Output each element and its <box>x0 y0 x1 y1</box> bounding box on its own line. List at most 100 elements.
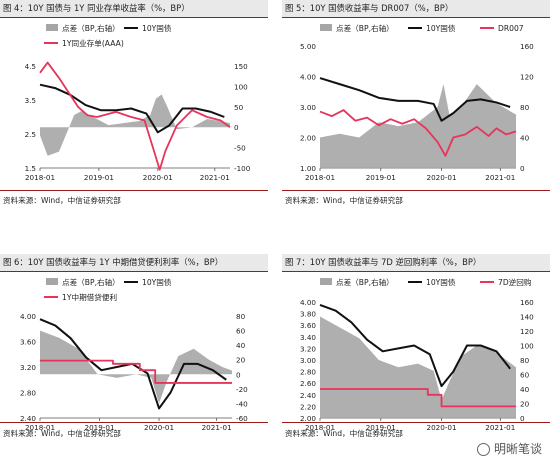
x-tick-label: 2020-01 <box>144 423 174 432</box>
y-tick-label-left: 5.00 <box>300 42 316 51</box>
y-tick-label-right: 80 <box>520 356 530 365</box>
y-tick-label-left: 2.00 <box>300 134 316 143</box>
legend-label: 10Y国债 <box>426 23 456 33</box>
x-tick-label: 2020-01 <box>143 173 173 182</box>
legend-swatch <box>320 278 332 285</box>
legend-label: 点差（BP,右轴） <box>62 23 120 33</box>
x-tick-label: 2018-01 <box>25 173 55 182</box>
y-tick-label-right: 20 <box>520 400 530 409</box>
chart-title: 图 4：10Y 国债与 1Y 同业存单收益率（%，BP） <box>0 0 268 17</box>
legend-label: 点差（BP,右轴） <box>336 277 394 287</box>
source-divider <box>0 422 268 423</box>
y-tick-label-right: 100 <box>520 342 534 351</box>
y-tick-label-right: 160 <box>520 42 534 51</box>
y-tick-label-left: 2.40 <box>20 414 36 423</box>
y-tick-label-left: 2.80 <box>300 368 316 377</box>
y-tick-label-left: 3.40 <box>300 333 316 342</box>
y-tick-label-right: -20 <box>236 385 248 394</box>
chart-panel-3: 图 6：10Y 国债收益率与 1Y 中期借贷便利利率（%，BP） 点差（BP,右… <box>0 254 268 462</box>
y-tick-label-right: 80 <box>520 103 530 112</box>
y-tick-label-right: 60 <box>236 327 246 336</box>
y-tick-label-right: 100 <box>234 82 248 91</box>
legend-label: 点差（BP,右轴） <box>336 23 394 33</box>
y-tick-label-left: 4.5 <box>25 62 36 71</box>
x-tick-label: 2018-01 <box>25 423 55 432</box>
series-10y-line <box>39 83 225 134</box>
legend-label: 10Y国债 <box>142 23 172 33</box>
series-10y-line <box>319 303 511 388</box>
title-divider <box>282 17 550 19</box>
title-divider <box>0 271 268 273</box>
x-tick-label: 2019-01 <box>366 173 396 182</box>
chart-title: 图 5：10Y 国债收益率与 DR007（%，BP） <box>282 0 550 17</box>
y-tick-label-left: 3.20 <box>300 344 316 353</box>
y-tick-label-left: 2.00 <box>300 414 316 423</box>
y-tick-label-right: 40 <box>520 134 530 143</box>
x-tick-label: 2018-01 <box>305 423 335 432</box>
y-tick-label-left: 3.60 <box>300 321 316 330</box>
y-tick-label-left: 2.20 <box>300 402 316 411</box>
legend-label: 10Y国债 <box>142 277 172 287</box>
series-10y-line <box>319 77 511 122</box>
y-tick-label-left: 2.80 <box>20 389 36 398</box>
x-tick-label: 2019-01 <box>366 423 396 432</box>
x-tick-label: 2021-01 <box>200 173 230 182</box>
y-tick-label-right: -60 <box>236 414 248 423</box>
y-tick-label-left: 2.60 <box>300 379 316 388</box>
series-policy-line <box>39 61 231 171</box>
series-policy-line <box>40 359 232 384</box>
y-tick-label-left: 2.40 <box>300 391 316 400</box>
series-policy-line <box>319 109 517 157</box>
y-tick-label-left: 3.5 <box>25 96 36 105</box>
chart-4: 点差（BP,右轴） 10Y国债 7D逆回购 4.00 3.80 3.60 3.40 3.20 3… <box>300 277 534 432</box>
y-tick-label-left: 3.00 <box>300 103 316 112</box>
y-tick-label-right: 0 <box>520 414 525 423</box>
chart-1: 点差（BP,右轴） 10Y国债 1Y同业存单(AAA) 4.5 3.5 2.5 1.5 150… <box>25 23 251 182</box>
legend-swatch <box>46 278 58 285</box>
y-tick-label-right: 0 <box>520 164 525 173</box>
source-note: 资料来源：Wind，中信证券研究部 <box>3 196 121 205</box>
y-tick-label-left: 4.00 <box>20 312 36 321</box>
y-tick-label-right: 40 <box>236 341 246 350</box>
series-spread-area <box>320 84 516 168</box>
y-tick-label-right: 60 <box>520 371 530 380</box>
x-tick-label: 2021-01 <box>485 423 515 432</box>
chart-panel-2: 图 5：10Y 国债收益率与 DR007（%，BP） 点差（BP,右轴） 10Y国… <box>282 0 550 212</box>
wechat-icon <box>476 443 490 456</box>
y-tick-label-right: 160 <box>520 298 534 307</box>
source-divider <box>0 190 268 191</box>
y-tick-label-left: 3.80 <box>300 310 316 319</box>
y-tick-label-left: 3.00 <box>300 356 316 365</box>
series-policy-line <box>320 388 516 408</box>
x-tick-label: 2021-01 <box>485 173 515 182</box>
title-divider <box>0 17 268 19</box>
y-tick-label-right: -50 <box>234 144 246 153</box>
y-tick-label-right: -100 <box>234 164 251 173</box>
y-tick-label-right: 0 <box>236 370 241 379</box>
x-tick-label: 2021-01 <box>202 423 232 432</box>
y-tick-label-left: 2.5 <box>25 130 36 139</box>
watermark-text: 明晰笔谈 <box>493 442 542 456</box>
chart-2: 点差（BP,右轴） 10Y国债 DR007 5.00 4.00 3.00 2.00 1.00 1… <box>300 23 534 182</box>
x-tick-label: 2018-01 <box>305 173 335 182</box>
y-tick-label-right: 0 <box>234 123 239 132</box>
y-tick-label-right: 40 <box>520 385 530 394</box>
watermark: 明晰笔谈 <box>476 440 542 457</box>
legend-label: 点差（BP,右轴） <box>62 277 120 287</box>
x-tick-label: 2019-01 <box>85 423 115 432</box>
chart-panel-4: 图 7：10Y 国债收益率与 7D 逆回购利率（%，BP） 点差（BP,右轴） 1… <box>282 254 550 462</box>
y-tick-label-left: 3.20 <box>20 363 36 372</box>
series-spread-area <box>40 330 232 404</box>
legend-label: 7D逆回购 <box>498 277 532 287</box>
source-divider <box>282 422 550 423</box>
legend-label: DR007 <box>498 24 524 33</box>
legend-label: 1Y中期借贷便利 <box>62 292 117 302</box>
legend-label: 10Y国债 <box>426 277 456 287</box>
legend-swatch <box>320 24 332 31</box>
y-tick-label-right: -40 <box>236 399 248 408</box>
y-tick-label-right: 120 <box>520 327 534 336</box>
x-tick-label: 2020-01 <box>427 423 457 432</box>
x-tick-label: 2019-01 <box>84 173 114 182</box>
chart-title: 图 6：10Y 国债收益率与 1Y 中期借贷便利利率（%，BP） <box>0 254 268 271</box>
legend-label: 1Y同业存单(AAA) <box>62 38 124 48</box>
